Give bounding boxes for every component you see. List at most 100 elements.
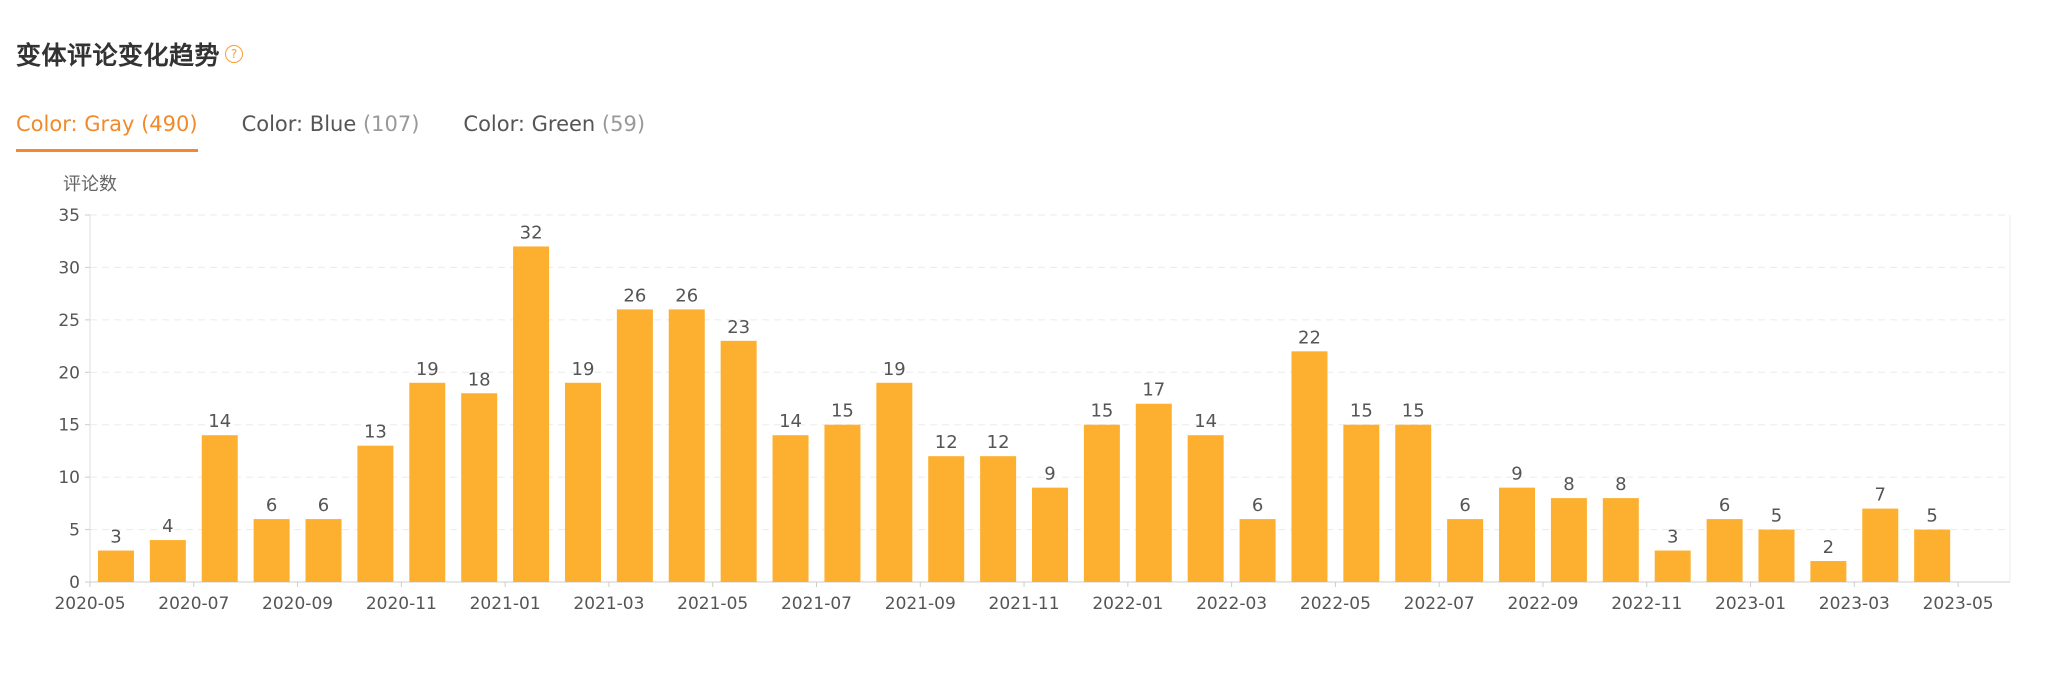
bar xyxy=(409,382,446,582)
data-label: 26 xyxy=(675,285,698,306)
data-label: 14 xyxy=(1194,411,1217,432)
data-label: 6 xyxy=(318,495,329,516)
tab-color-blue[interactable]: Color: Blue (107) xyxy=(242,112,420,152)
x-tick-label: 2021-01 xyxy=(470,594,541,614)
data-label: 9 xyxy=(1511,464,1522,485)
data-label: 8 xyxy=(1615,474,1626,495)
data-label: 2 xyxy=(1823,537,1834,558)
bar xyxy=(616,309,653,582)
x-tick-label: 2022-11 xyxy=(1611,594,1682,614)
data-label: 3 xyxy=(1667,527,1678,548)
x-tick-label: 2023-05 xyxy=(1923,594,1994,614)
bar xyxy=(97,550,134,582)
data-label: 7 xyxy=(1875,485,1886,506)
question-circle-icon[interactable]: ? xyxy=(225,45,244,63)
y-tick-label: 25 xyxy=(58,311,80,331)
tab-label: Color: Blue xyxy=(241,112,357,136)
x-tick-label: 2022-05 xyxy=(1300,594,1371,614)
data-label: 14 xyxy=(208,411,231,432)
data-label: 12 xyxy=(935,432,958,453)
bar xyxy=(1032,487,1068,582)
x-tick-label: 2020-05 xyxy=(54,594,125,614)
data-label: 13 xyxy=(364,422,387,443)
page-title: 变体评论变化趋势 xyxy=(16,41,221,70)
bar xyxy=(1654,550,1691,582)
bar xyxy=(1291,351,1328,582)
tab-color-gray[interactable]: Color: Gray (490) xyxy=(16,112,198,152)
bar xyxy=(928,456,965,582)
bar xyxy=(1550,498,1587,582)
bar xyxy=(772,435,809,582)
y-tick-label: 20 xyxy=(58,363,80,383)
data-label: 15 xyxy=(831,401,854,422)
x-tick-label: 2023-03 xyxy=(1819,594,1890,614)
y-tick-label: 0 xyxy=(69,573,80,593)
bar xyxy=(876,382,913,582)
data-label: 15 xyxy=(1402,401,1425,422)
bar xyxy=(1810,561,1847,582)
data-label: 5 xyxy=(1771,506,1782,527)
x-tick-label: 2021-11 xyxy=(989,594,1060,614)
data-label: 6 xyxy=(1252,495,1263,516)
x-tick-label: 2021-09 xyxy=(885,594,956,614)
data-label: 9 xyxy=(1044,464,1055,485)
bar xyxy=(513,246,550,582)
x-tick-label: 2020-09 xyxy=(262,594,333,614)
x-tick-label: 2020-07 xyxy=(158,594,229,614)
bar xyxy=(1187,435,1224,582)
tab-label: Color: Gray xyxy=(16,112,135,136)
x-tick-label: 2022-01 xyxy=(1092,594,1163,614)
x-tick-label: 2022-07 xyxy=(1404,594,1475,614)
bar xyxy=(201,435,238,582)
bar xyxy=(1239,519,1276,582)
variant-tabs: Color: Gray (490) Color: Blue (107) Colo… xyxy=(16,112,689,152)
bar xyxy=(1395,424,1432,582)
data-label: 6 xyxy=(266,495,277,516)
bar xyxy=(564,382,601,582)
bar xyxy=(1758,529,1795,582)
data-label: 6 xyxy=(1459,495,1470,516)
bar xyxy=(1447,519,1484,582)
data-label: 26 xyxy=(623,285,646,306)
bar xyxy=(1135,403,1172,582)
bar xyxy=(1706,519,1743,582)
bar xyxy=(720,340,757,582)
bar xyxy=(149,540,186,582)
tab-count: (107) xyxy=(362,112,420,136)
x-tick-label: 2022-03 xyxy=(1196,594,1267,614)
y-tick-label: 5 xyxy=(69,521,80,541)
data-label: 22 xyxy=(1298,327,1321,348)
data-label: 18 xyxy=(468,369,491,390)
bar xyxy=(1083,424,1120,582)
x-tick-label: 2021-05 xyxy=(677,594,748,614)
data-label: 5 xyxy=(1926,506,1937,527)
data-label: 19 xyxy=(416,359,439,380)
data-label: 32 xyxy=(520,222,543,243)
tab-count: (59) xyxy=(601,112,646,136)
y-axis-title: 评论数 xyxy=(63,174,117,195)
x-tick-label: 2023-01 xyxy=(1715,594,1786,614)
bar xyxy=(1862,508,1899,582)
tab-color-green[interactable]: Color: Green (59) xyxy=(463,112,645,152)
data-label: 6 xyxy=(1719,495,1730,516)
data-label: 4 xyxy=(162,516,173,537)
tab-count: (490) xyxy=(141,112,198,136)
data-label: 17 xyxy=(1142,380,1165,401)
x-tick-label: 2021-03 xyxy=(573,594,644,614)
x-tick-label: 2020-11 xyxy=(366,594,437,614)
data-label: 12 xyxy=(987,432,1010,453)
bar xyxy=(253,519,290,582)
data-label: 14 xyxy=(779,411,802,432)
x-tick-label: 2021-07 xyxy=(781,594,852,614)
bar xyxy=(1343,424,1380,582)
data-label: 15 xyxy=(1350,401,1373,422)
bar xyxy=(668,309,705,582)
bar xyxy=(980,456,1017,582)
data-label: 15 xyxy=(1090,401,1113,422)
bar xyxy=(461,393,498,582)
chart-header: 变体评论变化趋势 ? xyxy=(16,36,244,72)
data-label: 8 xyxy=(1563,474,1574,495)
data-label: 19 xyxy=(883,359,906,380)
bar xyxy=(1914,529,1951,582)
